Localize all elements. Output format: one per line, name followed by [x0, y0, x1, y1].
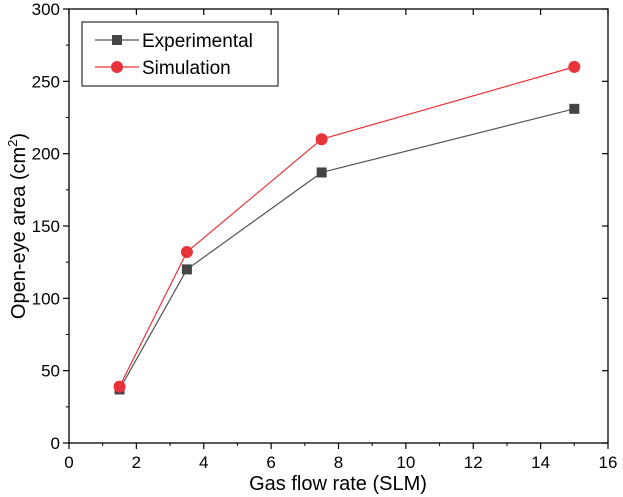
data-point-experimental	[569, 103, 580, 114]
legend-marker-simulation	[111, 61, 123, 73]
data-point-experimental	[181, 264, 192, 275]
data-point-simulation	[568, 60, 581, 73]
y-tick-label: 200	[32, 145, 60, 164]
ticks-layer: 0 2 4 6 8 10 12 14 16 0 50 100 150 200 250 300	[32, 0, 618, 472]
y-axis-label-end: )	[8, 133, 30, 140]
y-axis-label: Open-eye area (cm2)	[5, 133, 30, 319]
legend-label-simulation: Simulation	[142, 58, 231, 79]
x-tick-label: 16	[599, 453, 618, 472]
x-tick-label: 0	[64, 453, 73, 472]
x-tick-label: 4	[199, 453, 208, 472]
legend-marker-experimental	[112, 35, 122, 45]
legend-box	[81, 21, 279, 87]
data-point-experimental	[316, 167, 327, 178]
x-tick-label: 10	[396, 453, 415, 472]
series-line-simulation	[118, 66, 575, 387]
x-tick-label: 2	[132, 453, 141, 472]
y-axis-label-superscript: 2	[5, 140, 20, 147]
y-tick-label: 50	[41, 362, 60, 381]
x-tick-label: 8	[334, 453, 343, 472]
series-layer	[113, 60, 581, 395]
data-point-simulation	[180, 246, 193, 259]
y-tick-label: 100	[32, 289, 60, 308]
x-tick-label: 14	[531, 453, 550, 472]
y-axis-label-main: Open-eye area (cm	[8, 147, 30, 319]
y-tick-label: 300	[32, 0, 60, 19]
data-point-simulation	[113, 380, 126, 393]
y-tick-label: 150	[32, 217, 60, 236]
x-tick-label: 12	[464, 453, 483, 472]
legend-label-experimental: Experimental	[142, 31, 253, 52]
data-point-simulation	[315, 133, 328, 146]
x-axis-label: Gas flow rate (SLM)	[249, 473, 427, 495]
series-line-experimental	[119, 108, 575, 390]
y-tick-label: 250	[32, 72, 60, 91]
y-tick-label: 0	[51, 434, 60, 453]
legend: Experimental Simulation	[81, 21, 279, 87]
x-tick-label: 6	[266, 453, 275, 472]
